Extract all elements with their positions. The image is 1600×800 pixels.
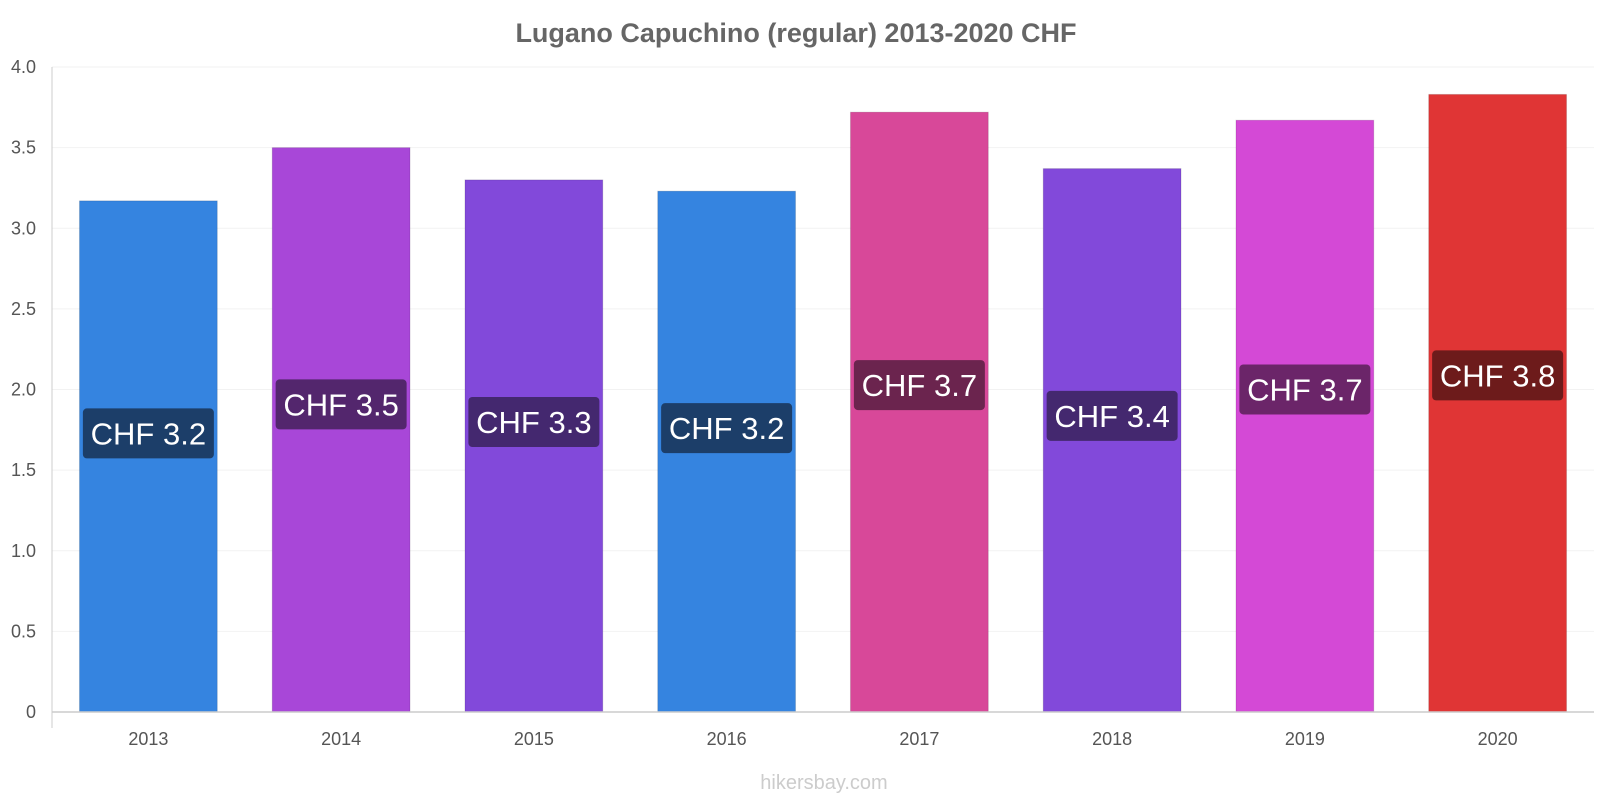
data-label-box [853,360,985,411]
y-tick-label: 4.0 [11,57,36,77]
data-label-2019: CHF 3.7 [1239,364,1371,415]
y-tick-label: 3.5 [11,138,36,158]
data-label-box [82,408,214,459]
bar-2014 [271,147,411,713]
y-tick-label: 1.5 [11,460,36,480]
data-label-2020: CHF 3.8 [1432,350,1564,401]
y-tick-label: 3.0 [11,218,36,238]
x-tick-label: 2018 [1092,729,1132,749]
x-tick-label: 2020 [1478,729,1518,749]
data-label-text: CHF 3.7 [1247,372,1362,407]
data-label-text: CHF 3.2 [91,416,206,451]
x-tick-label: 2016 [707,729,747,749]
x-tick-label: 2014 [321,729,361,749]
data-label-box [275,379,407,430]
x-tick-label: 2013 [128,729,168,749]
data-label-text: CHF 3.8 [1440,358,1555,393]
data-label-box [1239,364,1371,415]
data-label-text: CHF 3.2 [669,411,784,446]
chart-title: Lugano Capuchino (regular) 2013-2020 CHF [515,18,1076,48]
x-axis: 2013 2014 2015 2016 2017 2018 2019 2020 [52,711,1594,749]
bar-2017 [849,111,989,713]
data-label-text: CHF 3.7 [862,368,977,403]
data-label-2014: CHF 3.5 [275,379,407,430]
data-label-box [1432,350,1564,401]
y-tick-label: 2.0 [11,380,36,400]
y-tick-label: 1.0 [11,541,36,561]
bar-2020 [1428,93,1568,713]
x-tick-label: 2019 [1285,729,1325,749]
data-label-2013: CHF 3.2 [82,408,214,459]
data-label-text: CHF 3.3 [476,405,591,440]
data-label-2015: CHF 3.3 [468,396,600,447]
x-tick-label: 2017 [899,729,939,749]
watermark: hikersbay.com [760,772,887,794]
data-label-2018: CHF 3.4 [1046,390,1178,441]
data-label-box [468,396,600,447]
data-label-box [661,403,793,454]
y-tick-label: 0.5 [11,621,36,641]
y-axis: 0 0.5 1.0 1.5 2.0 2.5 3.0 3.5 4.0 [11,57,53,728]
y-tick-label: 2.5 [11,299,36,319]
bar-2019 [1235,119,1375,713]
data-label-text: CHF 3.4 [1054,399,1169,434]
data-label-box [1046,390,1178,441]
data-label-text: CHF 3.5 [283,387,398,422]
data-label-2016: CHF 3.2 [661,403,793,454]
x-tick-label: 2015 [514,729,554,749]
y-tick-label: 0 [26,702,36,722]
data-label-2017: CHF 3.7 [853,360,985,411]
data-labels: CHF 3.2 CHF 3.5 CHF 3.3 CHF 3.2 CHF 3.7 CHF 3… [82,350,1564,459]
